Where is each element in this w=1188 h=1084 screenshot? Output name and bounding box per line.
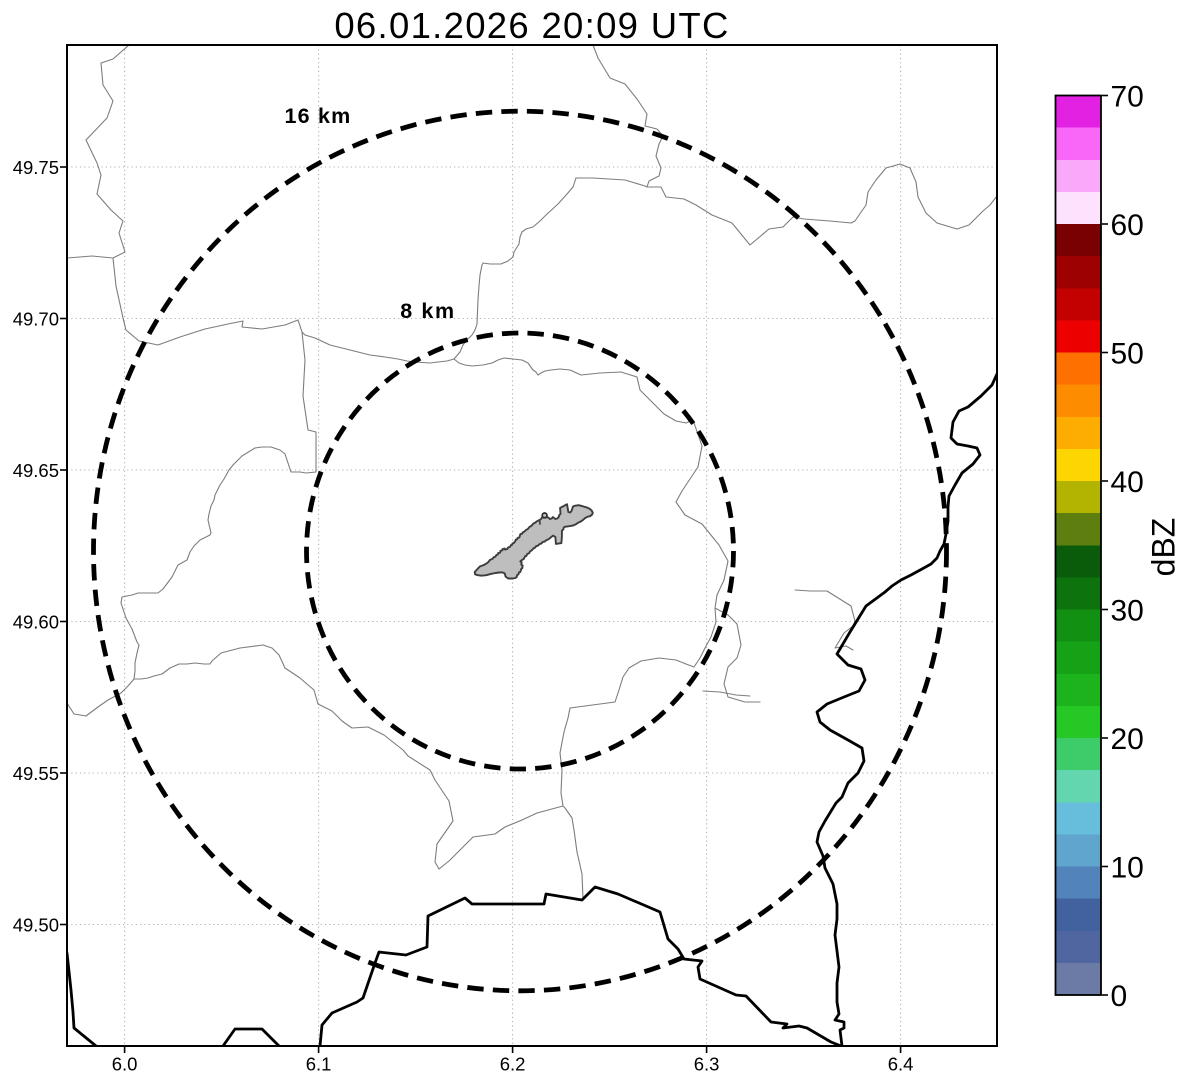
svg-text:49.60: 49.60 bbox=[13, 611, 59, 632]
svg-text:49.75: 49.75 bbox=[13, 157, 59, 178]
svg-text:10: 10 bbox=[1111, 851, 1144, 884]
svg-text:60: 60 bbox=[1111, 209, 1144, 242]
svg-text:30: 30 bbox=[1111, 594, 1144, 627]
svg-text:06.01.2026 20:09 UTC: 06.01.2026 20:09 UTC bbox=[334, 5, 729, 46]
svg-text:0: 0 bbox=[1111, 980, 1128, 1013]
svg-text:6.1: 6.1 bbox=[306, 1054, 332, 1075]
svg-text:49.65: 49.65 bbox=[13, 460, 59, 481]
svg-text:16 km: 16 km bbox=[285, 104, 352, 128]
svg-text:8 km: 8 km bbox=[400, 299, 455, 323]
svg-text:6.4: 6.4 bbox=[888, 1054, 914, 1075]
svg-text:49.70: 49.70 bbox=[13, 308, 59, 329]
svg-text:dBZ: dBZ bbox=[1145, 518, 1181, 577]
svg-text:49.55: 49.55 bbox=[13, 763, 59, 784]
svg-text:20: 20 bbox=[1111, 723, 1144, 756]
svg-text:6.3: 6.3 bbox=[694, 1054, 720, 1075]
svg-text:70: 70 bbox=[1111, 80, 1144, 113]
svg-text:6.0: 6.0 bbox=[112, 1054, 138, 1075]
svg-text:49.50: 49.50 bbox=[13, 914, 59, 935]
svg-text:50: 50 bbox=[1111, 337, 1144, 370]
svg-text:40: 40 bbox=[1111, 466, 1144, 499]
svg-text:6.2: 6.2 bbox=[500, 1054, 526, 1075]
